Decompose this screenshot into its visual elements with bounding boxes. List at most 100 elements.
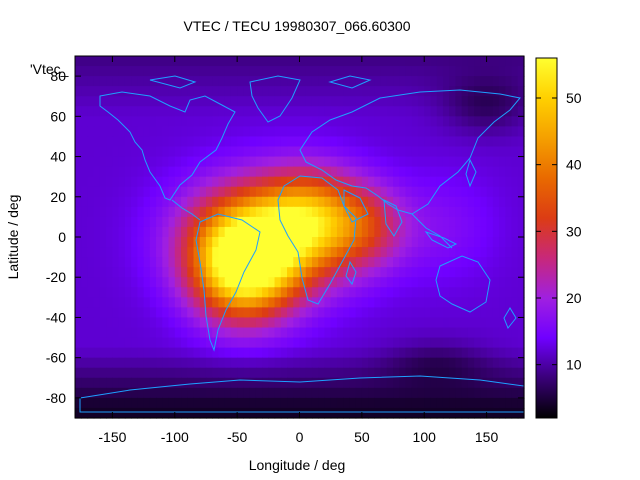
heatmap-cell (268, 156, 276, 168)
heatmap-cell (212, 327, 220, 339)
heatmap-cell (430, 237, 438, 248)
heatmap-cell (293, 397, 301, 409)
heatmap-cell (305, 247, 313, 258)
heatmap-cell (230, 337, 238, 349)
heatmap-cell (399, 206, 407, 218)
heatmap-cell (455, 287, 463, 298)
heatmap-cell (230, 327, 238, 339)
heatmap-cell (299, 287, 307, 298)
heatmap-cell (430, 307, 438, 319)
heatmap-cell (137, 206, 145, 218)
heatmap-cell (355, 76, 363, 87)
heatmap-cell (131, 96, 138, 107)
heatmap-cell (149, 277, 157, 288)
heatmap-cell (399, 317, 407, 329)
heatmap-cell (112, 367, 120, 379)
heatmap-cell (318, 367, 326, 379)
heatmap-cell (467, 407, 475, 419)
heatmap-cell (230, 367, 238, 379)
heatmap-cell (237, 347, 244, 359)
heatmap-cell (218, 226, 226, 238)
heatmap-cell (405, 327, 413, 339)
heatmap-cell (380, 247, 388, 258)
heatmap-cell (374, 156, 382, 168)
heatmap-cell (430, 247, 438, 258)
heatmap-cell (293, 297, 301, 308)
heatmap-cell (417, 126, 425, 138)
heatmap-cell (106, 367, 114, 379)
heatmap-cell (424, 146, 432, 158)
heatmap-cell (181, 226, 188, 238)
heatmap-cell (205, 237, 213, 248)
heatmap-cell (361, 257, 369, 268)
heatmap-cell (324, 247, 332, 258)
heatmap-cell (461, 206, 469, 218)
heatmap-cell (393, 327, 400, 339)
heatmap-cell (467, 146, 475, 158)
heatmap-cell (299, 407, 307, 419)
heatmap-cell (168, 216, 176, 228)
heatmap-cell (75, 56, 82, 67)
heatmap-cell (474, 66, 481, 77)
heatmap-cell (492, 176, 500, 188)
heatmap-cell (193, 367, 201, 379)
heatmap-cell (436, 166, 444, 178)
heatmap-cell (480, 397, 488, 409)
heatmap-cell (218, 257, 226, 268)
heatmap-cell (467, 216, 475, 228)
heatmap-cell (75, 247, 82, 258)
heatmap-cell (75, 116, 82, 127)
heatmap-cell (93, 136, 101, 148)
heatmap-cell (511, 196, 519, 208)
heatmap-cell (168, 76, 176, 87)
heatmap-cell (480, 216, 488, 228)
heatmap-cell (467, 56, 475, 67)
heatmap-cell (318, 327, 326, 339)
heatmap-cell (349, 126, 357, 138)
heatmap-cell (505, 146, 513, 158)
heatmap-cell (324, 216, 332, 228)
heatmap-cell (218, 176, 226, 188)
heatmap-cell (131, 116, 138, 127)
heatmap-cell (361, 56, 369, 67)
heatmap-cell (262, 377, 269, 389)
heatmap-cell (287, 297, 294, 308)
heatmap-cell (75, 257, 82, 268)
heatmap-cell (399, 307, 407, 319)
heatmap-cell (449, 226, 457, 238)
heatmap-cell (474, 116, 481, 127)
heatmap-cell (393, 56, 400, 67)
colorbar-tick-label: 40 (566, 157, 582, 173)
heatmap-cell (112, 307, 120, 319)
heatmap-cell (255, 257, 263, 268)
heatmap-cell (118, 226, 126, 238)
heatmap-cell (467, 247, 475, 258)
heatmap-cell (455, 387, 463, 399)
heatmap-cell (230, 76, 238, 87)
heatmap-cell (424, 247, 432, 258)
heatmap-cell (199, 146, 207, 158)
heatmap-cell (305, 267, 313, 278)
heatmap-cell (249, 327, 257, 339)
heatmap-cell (436, 397, 444, 409)
heatmap-cell (424, 186, 432, 198)
heatmap-cell (449, 156, 457, 168)
heatmap-cell (181, 146, 188, 158)
heatmap-cell (174, 86, 182, 97)
heatmap-cell (380, 156, 388, 168)
heatmap-cell (368, 337, 375, 349)
heatmap-cell (199, 247, 207, 258)
heatmap-cell (224, 327, 232, 339)
heatmap-cell (349, 186, 357, 198)
heatmap-cell (75, 206, 82, 218)
heatmap-cell (199, 156, 207, 168)
heatmap-cell (293, 156, 301, 168)
heatmap-cell (474, 297, 481, 308)
heatmap-cell (305, 226, 313, 238)
heatmap-cell (131, 76, 138, 87)
heatmap-cell (75, 76, 82, 87)
heatmap-cell (461, 247, 469, 258)
heatmap-cell (280, 56, 288, 67)
heatmap-cell (218, 116, 226, 127)
